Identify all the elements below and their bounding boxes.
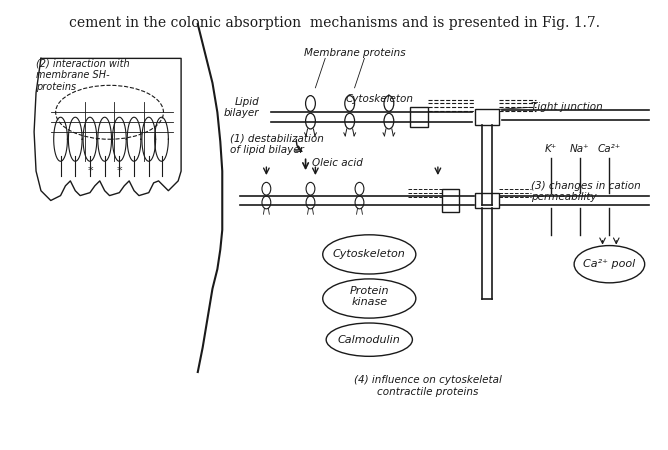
Text: K⁺: K⁺ [544,144,556,154]
Text: Ca²⁺ pool: Ca²⁺ pool [583,259,635,269]
Ellipse shape [345,96,355,111]
Bar [410,108,428,127]
Text: Protein
kinase: Protein kinase [349,286,389,307]
Ellipse shape [355,196,364,209]
Bar [475,193,498,208]
Text: Calmodulin: Calmodulin [338,335,401,345]
Ellipse shape [345,113,355,129]
Text: (4) influence on cytoskeletal
contractile proteins: (4) influence on cytoskeletal contractil… [354,375,502,396]
Text: Cytoskeleton: Cytoskeleton [345,94,413,104]
Text: (2) interaction with
membrane SH-
proteins: (2) interaction with membrane SH- protei… [36,58,130,92]
Ellipse shape [326,323,412,356]
Ellipse shape [323,235,416,274]
Ellipse shape [262,196,271,209]
Text: (1) destabilization
of lipid bilayer: (1) destabilization of lipid bilayer [230,134,324,155]
Text: Ca²⁺: Ca²⁺ [598,144,621,154]
Text: Oleic acid: Oleic acid [313,158,363,168]
Ellipse shape [384,96,393,111]
Text: cement in the colonic absorption  mechanisms and is presented in Fig. 1.7.: cement in the colonic absorption mechani… [69,16,599,30]
Text: Tight junction: Tight junction [531,103,603,112]
Text: *: * [87,166,93,176]
Ellipse shape [305,96,315,111]
Bar [475,109,498,125]
Ellipse shape [306,182,315,195]
Text: (3) changes in cation
permeability: (3) changes in cation permeability [531,181,641,202]
Ellipse shape [262,182,271,195]
Ellipse shape [384,113,393,129]
Ellipse shape [323,279,416,318]
Ellipse shape [574,246,645,283]
Ellipse shape [306,196,315,209]
Ellipse shape [305,113,315,129]
Bar [442,189,460,212]
Text: Na⁺: Na⁺ [570,144,590,154]
Text: Cytoskeleton: Cytoskeleton [333,249,405,259]
Text: Lipid
bilayer: Lipid bilayer [224,97,259,118]
Text: *: * [116,166,122,176]
Ellipse shape [355,182,364,195]
Text: Membrane proteins: Membrane proteins [304,49,405,58]
